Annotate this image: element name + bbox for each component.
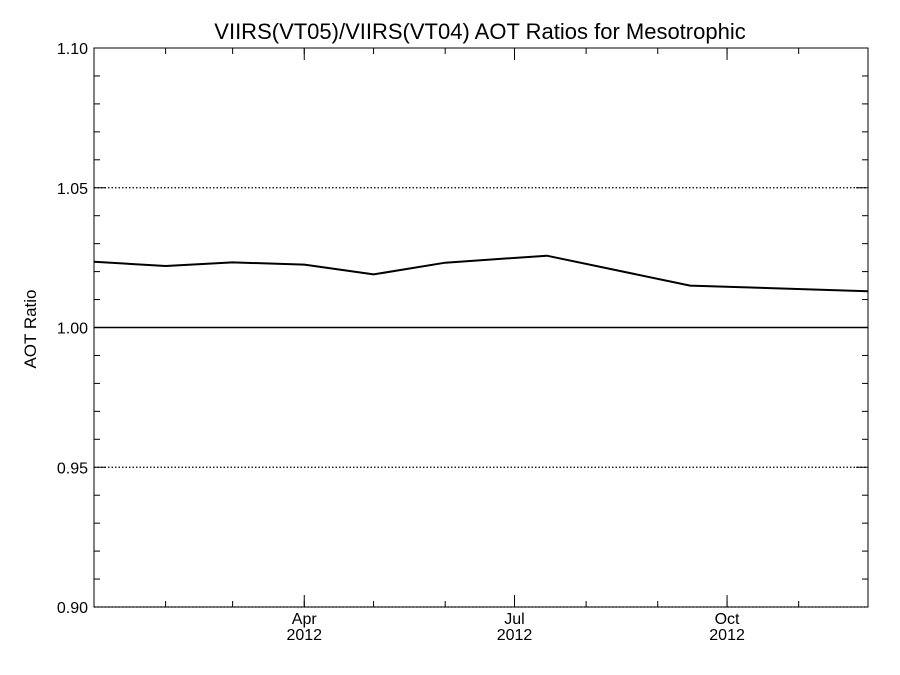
y-tick-label: 1.10: [57, 41, 88, 58]
y-tick-label: 0.90: [57, 600, 88, 617]
y-axis-label: AOT Ratio: [21, 289, 40, 368]
y-tick-label: 1.00: [57, 321, 88, 338]
x-tick-label: Jul: [504, 611, 524, 628]
x-tick-label: Oct: [715, 611, 740, 628]
series-line: [93, 254, 869, 293]
y-tick-label: 1.05: [57, 181, 88, 198]
x-tick-year-label: 2012: [709, 627, 745, 644]
y-tick-label: 0.95: [57, 460, 88, 477]
x-tick-label: Apr: [292, 611, 318, 628]
x-tick-year-label: 2012: [286, 627, 322, 644]
x-tick-year-label: 2012: [497, 627, 533, 644]
chart-title: VIIRS(VT05)/VIIRS(VT04) AOT Ratios for M…: [214, 19, 745, 44]
